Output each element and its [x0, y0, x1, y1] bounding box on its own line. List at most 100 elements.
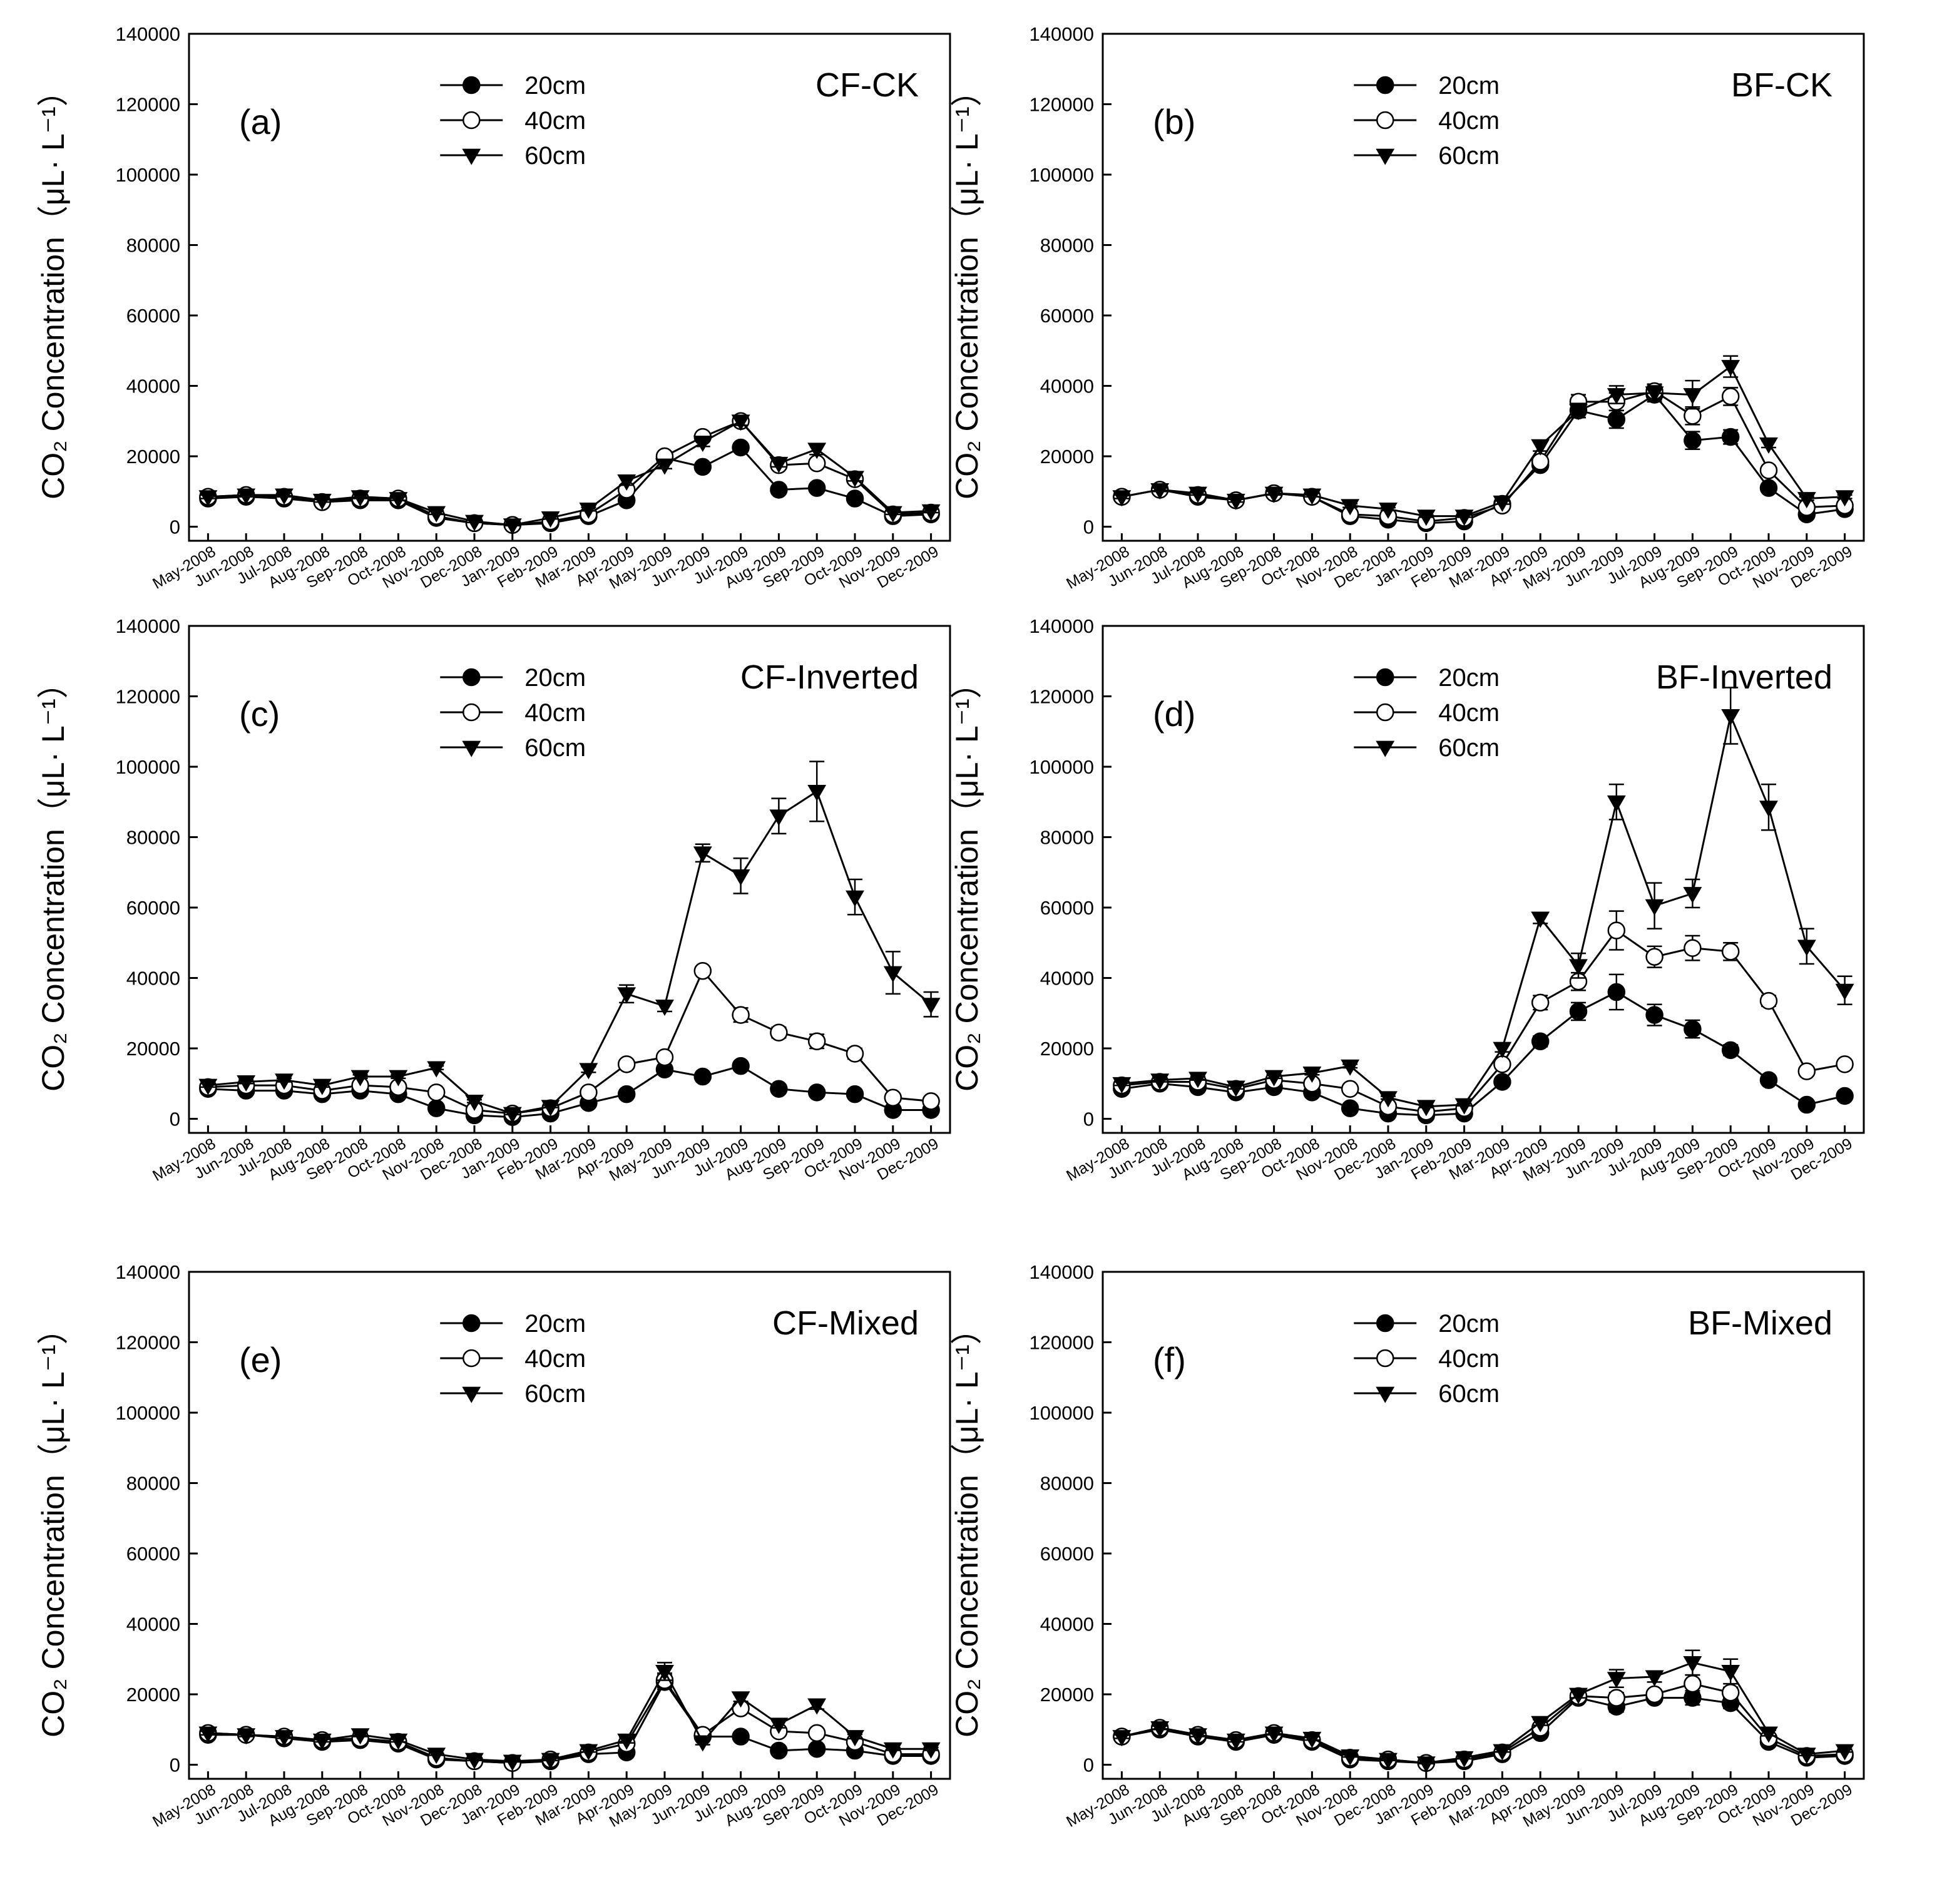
marker: [1835, 983, 1854, 1000]
marker: [1376, 148, 1395, 165]
marker: [463, 76, 481, 95]
marker: [770, 1080, 788, 1098]
marker: [389, 492, 408, 509]
legend-label: 20cm: [524, 664, 586, 692]
marker: [389, 1733, 408, 1750]
marker: [769, 1717, 789, 1734]
marker: [1531, 1032, 1550, 1050]
y-axis-label: CO₂ Concentration（μL· L⁻¹）: [36, 75, 71, 499]
marker: [1454, 509, 1474, 526]
marker: [1759, 461, 1778, 479]
marker: [1607, 1689, 1626, 1707]
panel-annotation: (e): [239, 1340, 282, 1379]
marker: [1645, 1685, 1663, 1704]
panel: 0 20000 40000 60000 80000 100000 120000 140000 C…: [36, 615, 951, 1185]
marker: [1797, 1748, 1816, 1764]
marker: [1416, 509, 1436, 526]
marker: [1493, 1073, 1511, 1091]
marker: [807, 1724, 826, 1743]
y-tick-label: 140000: [1030, 615, 1094, 637]
marker: [731, 1691, 750, 1708]
marker: [1376, 703, 1394, 722]
marker: [1759, 437, 1778, 454]
marker: [1531, 911, 1550, 928]
marker: [693, 436, 712, 453]
marker: [770, 481, 788, 499]
marker: [807, 443, 827, 459]
marker: [1376, 668, 1394, 687]
marker: [1376, 740, 1395, 757]
marker: [1264, 1070, 1284, 1087]
marker: [1531, 439, 1550, 456]
marker: [732, 1057, 750, 1075]
y-tick-label: 140000: [1030, 1261, 1094, 1283]
y-tick-label: 80000: [1040, 827, 1094, 849]
marker: [312, 1733, 332, 1750]
marker: [846, 471, 864, 488]
panel-annotation: (c): [239, 694, 280, 734]
legend-label: 40cm: [1438, 1345, 1500, 1373]
marker: [1645, 1006, 1663, 1024]
marker: [1264, 1726, 1284, 1743]
marker: [462, 148, 481, 165]
marker: [770, 1023, 788, 1042]
legend-label: 20cm: [1438, 664, 1500, 692]
y-tick-label: 0: [170, 1754, 180, 1776]
marker: [1721, 360, 1740, 377]
y-tick-label: 120000: [1030, 94, 1094, 116]
marker: [1645, 386, 1664, 403]
panel-annotation: (f): [1153, 1340, 1186, 1379]
y-tick-label: 60000: [126, 1543, 180, 1565]
panel: 0 20000 40000 60000 80000 100000 120000 140000 C…: [949, 615, 1865, 1185]
y-tick-label: 60000: [1040, 305, 1094, 327]
marker: [1607, 1672, 1626, 1689]
marker: [655, 458, 674, 475]
marker: [541, 1753, 560, 1769]
marker: [1226, 493, 1245, 510]
legend-label: 60cm: [524, 734, 586, 762]
marker: [237, 1075, 256, 1092]
marker: [579, 502, 598, 519]
marker: [1721, 943, 1740, 961]
marker: [807, 1032, 826, 1050]
marker: [1302, 1731, 1322, 1748]
marker: [463, 668, 481, 687]
marker: [846, 1085, 864, 1103]
panel-annotation: (b): [1153, 102, 1195, 141]
y-tick-label: 20000: [1040, 1684, 1094, 1706]
legend-label: 20cm: [524, 72, 586, 100]
legend-label: 20cm: [1438, 72, 1500, 100]
marker: [807, 1083, 826, 1102]
marker: [1341, 499, 1360, 516]
marker: [1188, 1728, 1207, 1745]
y-tick-label: 140000: [116, 23, 180, 45]
marker: [883, 506, 902, 523]
y-tick-label: 100000: [116, 756, 180, 778]
plot-frame: [188, 1271, 951, 1780]
marker: [465, 1094, 484, 1111]
y-tick-label: 100000: [116, 1402, 180, 1424]
marker: [237, 488, 256, 505]
marker: [1379, 1091, 1398, 1108]
y-tick-label: 100000: [116, 164, 180, 186]
marker: [1188, 1072, 1207, 1088]
panel-title: BF-CK: [1731, 66, 1832, 104]
y-tick-label: 60000: [126, 897, 180, 919]
y-tick-label: 140000: [116, 615, 180, 637]
y-axis-label: CO₂ Concentration（μL· L⁻¹）: [949, 1313, 984, 1738]
marker: [1797, 492, 1816, 509]
marker: [541, 511, 560, 528]
marker: [1684, 1020, 1702, 1038]
marker: [1379, 1753, 1398, 1769]
y-axis-label: CO₂ Concentration（μL· L⁻¹）: [36, 1313, 71, 1738]
marker: [1112, 490, 1132, 507]
marker: [1836, 1087, 1854, 1105]
marker: [350, 490, 370, 507]
marker: [1226, 1080, 1245, 1097]
legend-label: 20cm: [1438, 1310, 1500, 1338]
marker: [883, 1742, 902, 1759]
y-tick-label: 0: [1083, 1754, 1094, 1776]
marker: [1683, 887, 1702, 904]
marker: [1721, 1041, 1740, 1060]
y-tick-label: 80000: [1040, 235, 1094, 257]
